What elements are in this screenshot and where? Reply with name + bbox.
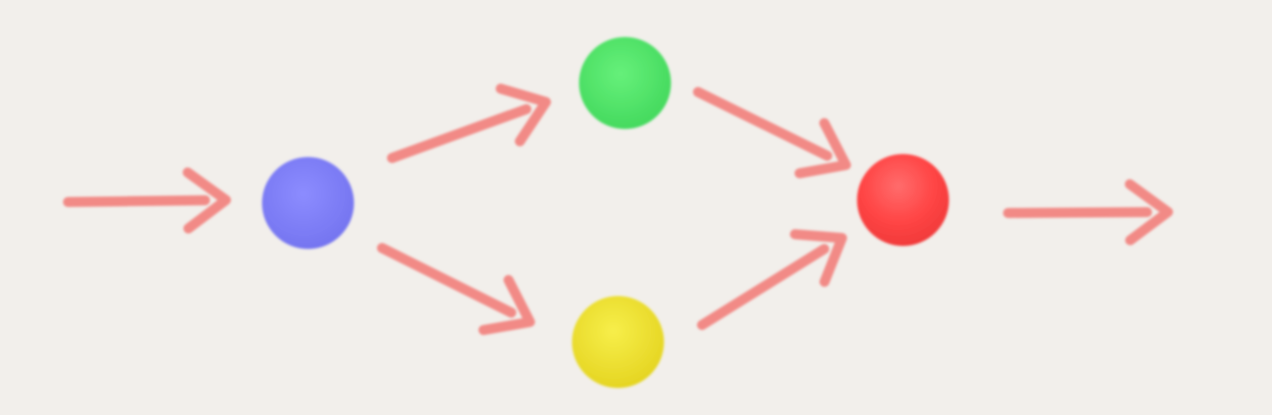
arrow-shaft <box>63 195 211 207</box>
arrow-blue-yellow <box>377 243 535 336</box>
arrow-head-icon <box>478 274 535 336</box>
arrow-head-icon <box>182 167 231 234</box>
arrow-shaft <box>693 87 833 161</box>
arrow-yellow-red <box>697 229 847 330</box>
arrow-shaft <box>697 244 830 330</box>
red-node-circle <box>857 154 949 246</box>
yellow-node-circle <box>572 296 664 388</box>
arrow-head-icon <box>794 118 851 179</box>
arrow-blue-green <box>387 83 551 163</box>
arrow-green-red <box>693 87 851 179</box>
green-node-circle <box>579 37 671 129</box>
arrow-shaft <box>377 243 517 318</box>
edges-layer <box>63 83 1173 336</box>
arrow-head-icon <box>789 229 847 287</box>
arrow-head-icon <box>495 83 551 147</box>
arrow-head-icon <box>1124 179 1173 246</box>
arrow-shaft <box>1003 207 1153 218</box>
arrow-red-output <box>1003 179 1173 246</box>
blue-node-circle <box>262 157 354 249</box>
arrow-shaft <box>387 104 532 163</box>
nodes-layer <box>262 37 949 388</box>
arrow-input-blue <box>63 167 231 234</box>
